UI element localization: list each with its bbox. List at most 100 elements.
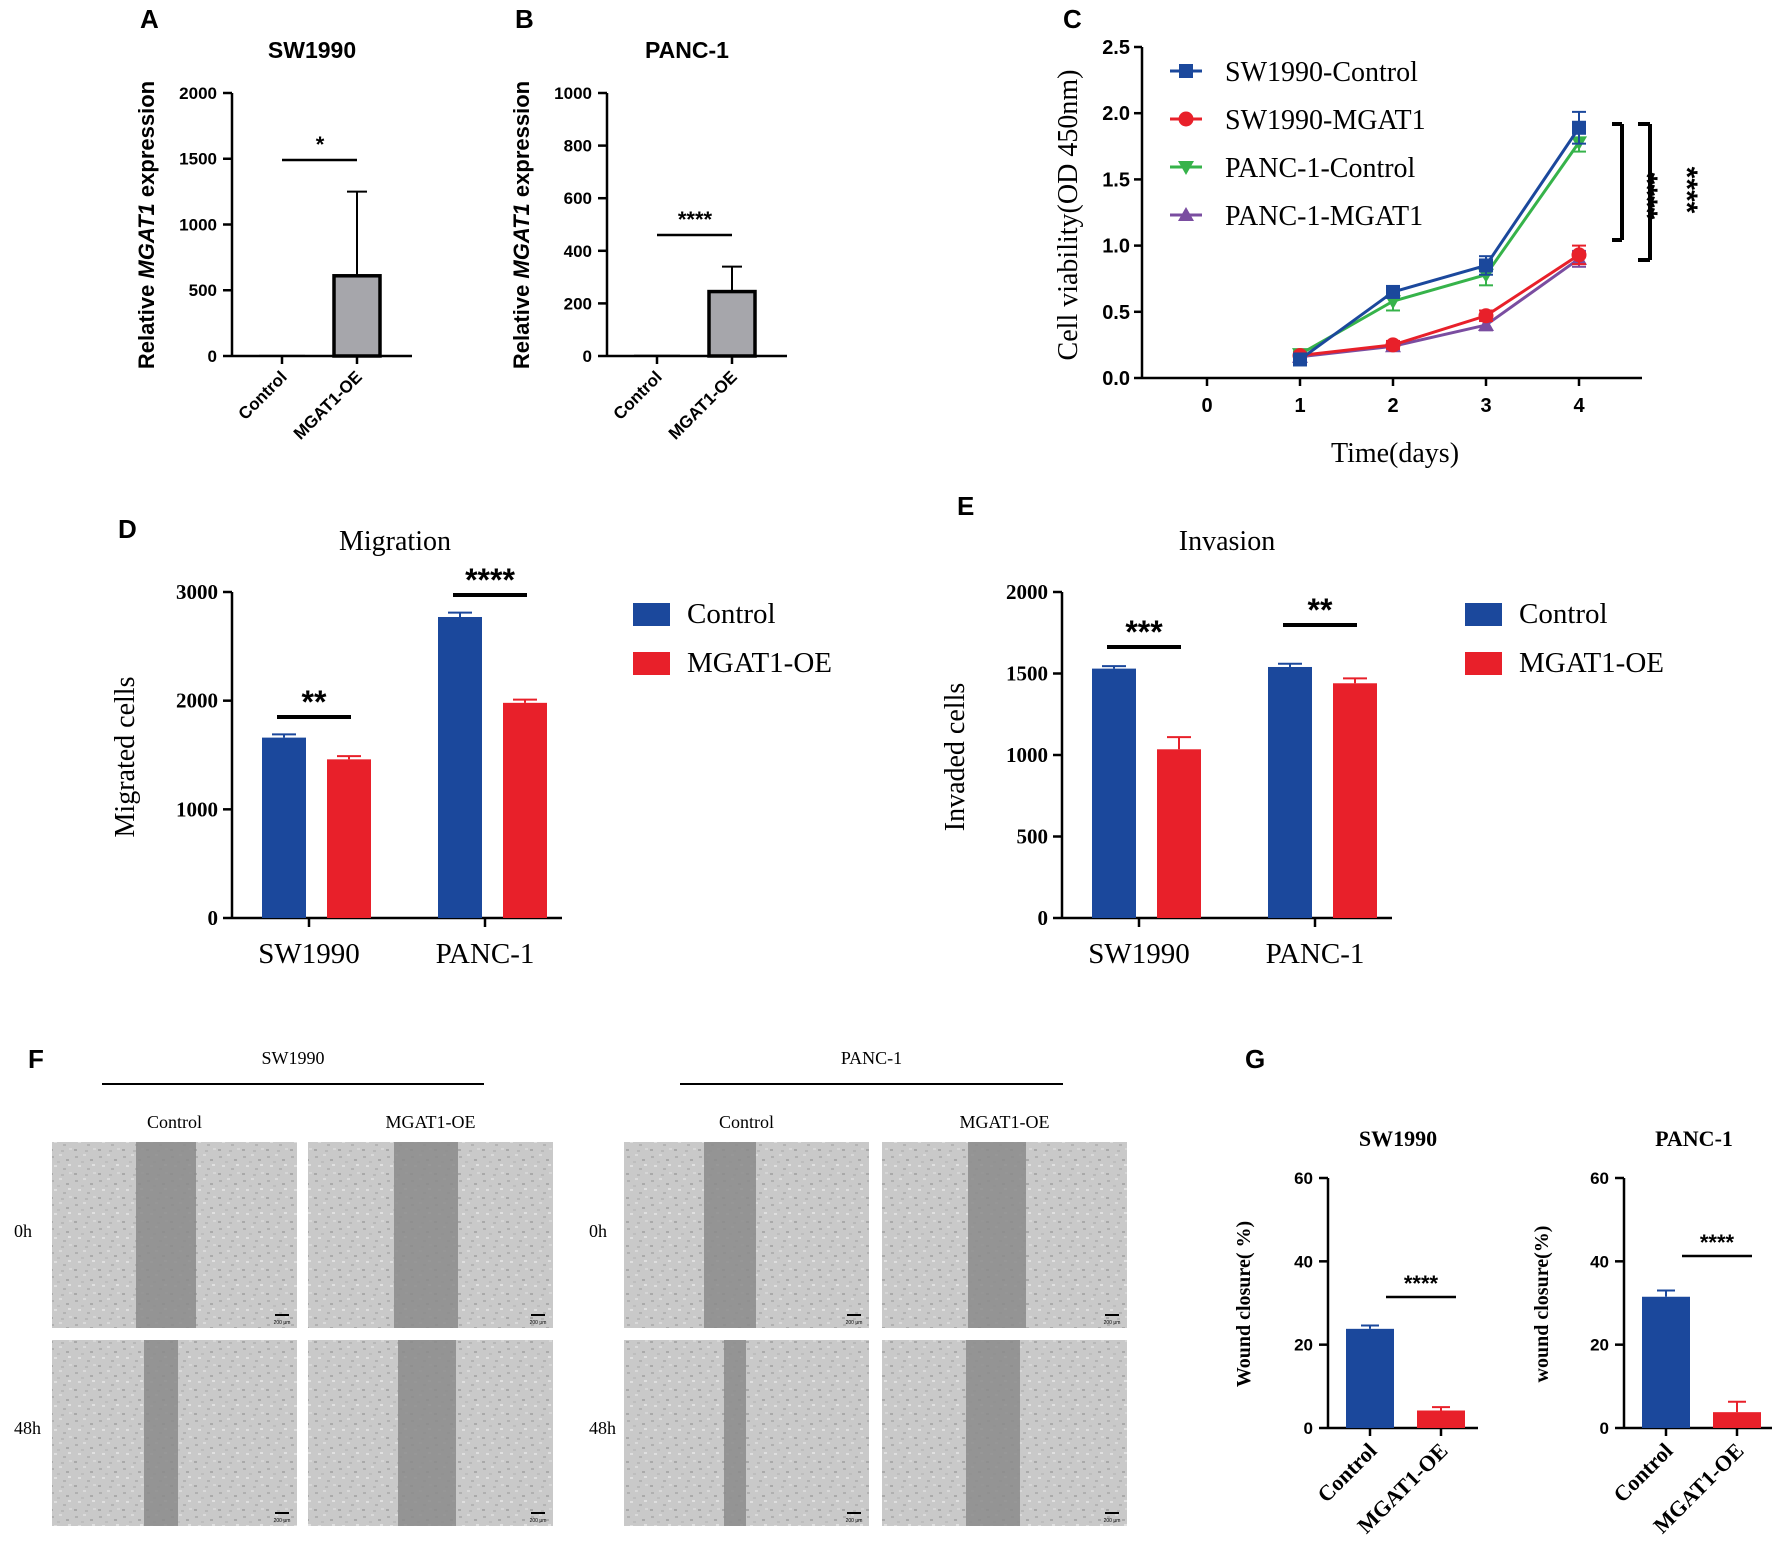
bar [1268,666,1312,918]
wound-gap [398,1340,456,1526]
y-label-part: expression [134,81,159,203]
bar [503,702,547,918]
legend-label: SW1990-MGAT1 [1225,105,1426,136]
panel-letter-a: A [140,4,159,34]
chart-y-tick-label: 2000 [179,84,217,103]
bar [1333,683,1377,918]
panel-letter-c: C [1063,4,1082,34]
wound-gap [136,1142,196,1328]
chart-title: PANC-1 [645,37,729,63]
wound-gap [724,1340,746,1526]
chart-y-tick-label: 400 [564,242,592,261]
series-line [1299,253,1580,357]
marker-square [1179,64,1193,78]
scale-bar-label: 200 μm [274,1320,291,1326]
panel-letter-g: G [1245,1044,1265,1074]
x-tick-label: MGAT1-OE [665,367,741,443]
scale-bar-label: 200 μm [530,1518,547,1524]
bar [332,274,382,358]
series-sw1990-mgat1 [1292,244,1587,363]
chart-y-tick-label: 40 [1590,1252,1609,1271]
micrograph: 200 μm [624,1142,869,1328]
bar [1713,1412,1761,1428]
bar [262,737,306,918]
x-tick-label: 4 [1573,395,1585,417]
legend-swatch [633,603,670,626]
chart-y-tick-label: 0 [583,347,592,366]
y-tick-label: 3000 [176,580,218,604]
x-tick-label: Control [1608,1438,1677,1507]
y-axis-label: wound closure(%) [1531,1226,1553,1383]
chart-y-tick-label: 600 [564,189,592,208]
legend-swatch [1465,603,1502,626]
significance-marker: **** [1700,1230,1735,1255]
marker-circle [1385,337,1401,353]
micrograph: 200 μm [624,1340,869,1526]
series-line [1299,257,1580,359]
panel-letter-b: B [515,4,534,34]
group-label: PANC-1 [841,1048,902,1068]
panel-f: 200 μm 200 μm 200 μm 200 μm 200 μm 200 μm 200 … [14,1048,1127,1526]
y-tick-label: 0.5 [1102,302,1130,324]
x-tick-label: Control [1312,1438,1381,1507]
x-tick-label: SW1990 [258,938,360,970]
bar [707,289,757,358]
chart-y-tick-label: 0 [1304,1419,1313,1438]
significance-marker: **** [1670,167,1703,214]
marker-square [1293,352,1307,367]
panel-e: Invasion 0 500 1000 1500 2000 Invaded cells SW1… [940,526,1664,970]
y-tick-label: 1000 [1006,743,1048,767]
series-line [1299,126,1581,361]
y-label-part: Relative [134,279,159,370]
scale-bar-label: 200 μm [1104,1320,1121,1326]
chart-y-tick-label: 0 [1600,1419,1609,1438]
legend-label: Control [1519,598,1608,630]
y-axis-label: Relative MGAT1 expression [509,81,534,369]
y-label-gene: MGAT1 [134,203,159,278]
legend-label: SW1990-Control [1225,57,1418,88]
significance-marker: **** [465,562,515,598]
chart-y-tick-label: 1000 [554,84,592,103]
legend-label: Control [687,598,776,630]
marker-square [1386,284,1400,299]
scale-bar-label: 200 μm [1104,1518,1121,1524]
series-line [1299,141,1581,356]
marker-triangle-up [1178,207,1194,221]
legend-label: PANC-1-MGAT1 [1225,201,1423,232]
significance-marker: **** [1404,1271,1439,1296]
y-axis-label: Invaded cells [940,683,971,832]
y-tick-label: 2.5 [1102,37,1130,59]
significance-marker: *** [1125,614,1163,650]
micrograph: 200 μm [882,1340,1127,1526]
chart-title: PANC-1 [1655,1126,1733,1151]
marker-triangle-down [1178,161,1194,175]
bar [327,759,371,918]
y-label-part: Relative [509,279,534,370]
y-tick-label: 0 [1038,906,1049,930]
x-axis-label: Time(days) [1331,438,1459,469]
marker-square [1572,120,1586,135]
y-tick-label: 0 [208,906,219,930]
bar [1417,1410,1465,1428]
series-panc-1-mgat1 [1292,249,1587,363]
y-tick-label: 1000 [176,797,218,821]
wound-gap [144,1340,178,1526]
chart-y-tick-label: 800 [564,137,592,156]
legend-label: PANC-1-Control [1225,153,1416,184]
x-tick-label: Control [610,367,666,423]
legend-label: MGAT1-OE [687,647,832,679]
chart-title: Migration [339,526,451,557]
legend-label: MGAT1-OE [1519,647,1664,679]
micrograph: 200 μm [308,1142,553,1328]
bar [1642,1296,1690,1428]
panel-letter-e: E [957,491,974,521]
significance-marker: ** [1308,592,1333,628]
chart-y-tick-label: 20 [1294,1336,1313,1355]
scale-bar-label: 200 μm [274,1518,291,1524]
x-tick-label: PANC-1 [436,938,535,970]
bar [1157,749,1201,918]
chart-title: Invasion [1179,526,1275,557]
x-tick-label: MGAT1-OE [290,367,366,443]
panel-b: PANC-1 0 200 400 600 800 1000 Relative MGAT1 ex… [509,37,787,443]
panel-letter-d: D [118,514,137,544]
